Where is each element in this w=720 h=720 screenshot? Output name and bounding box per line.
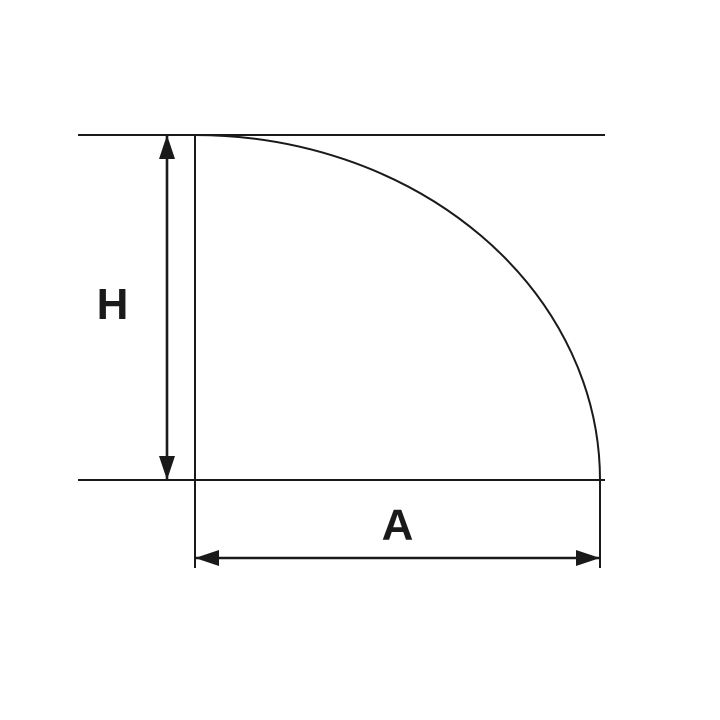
dim-label-vertical: H xyxy=(97,280,129,329)
dim-label-horizontal: A xyxy=(382,501,414,550)
